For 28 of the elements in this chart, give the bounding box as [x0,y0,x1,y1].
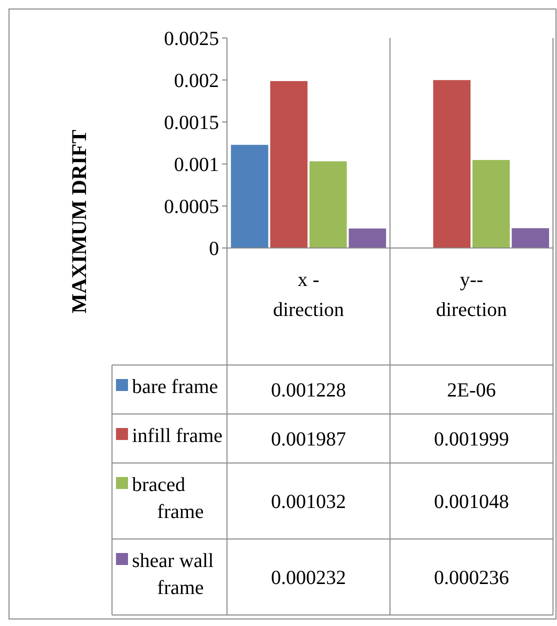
data-label: 0.000236 [434,567,509,589]
y-tick-label: 0.0005 [164,196,219,218]
legend-label: braced frame [132,474,204,523]
data-label: 0.001987 [271,428,346,450]
x-tick-label: x - direction [272,269,344,321]
data-label: 0.001048 [434,491,509,513]
bar [433,80,471,248]
bar [348,228,386,248]
bar [472,160,510,248]
legend-label: bare frame [132,376,218,398]
legend-label: shear wall frame [132,550,214,599]
y-tick-label: 0.001 [174,154,219,176]
x-tick-label: y-- direction [436,269,508,321]
data-label: 0.001999 [434,428,509,450]
bar [270,81,308,248]
y-tick-label: 0.0025 [164,28,219,50]
y-tick-label: 0.0015 [164,112,219,134]
data-label: 0.001032 [271,491,346,513]
data-label: 0.000232 [271,567,346,589]
bar [230,144,268,248]
data-label: 2E-06 [447,380,496,402]
y-tick-label: 0 [209,238,219,260]
bar [512,228,550,248]
legend-label: infill frame [132,425,223,447]
y-axis-title: MAXIMUM DRIFT [67,130,91,314]
bar [309,161,347,248]
data-label: 0.001228 [271,380,346,402]
y-tick-label: 0.002 [174,70,219,92]
